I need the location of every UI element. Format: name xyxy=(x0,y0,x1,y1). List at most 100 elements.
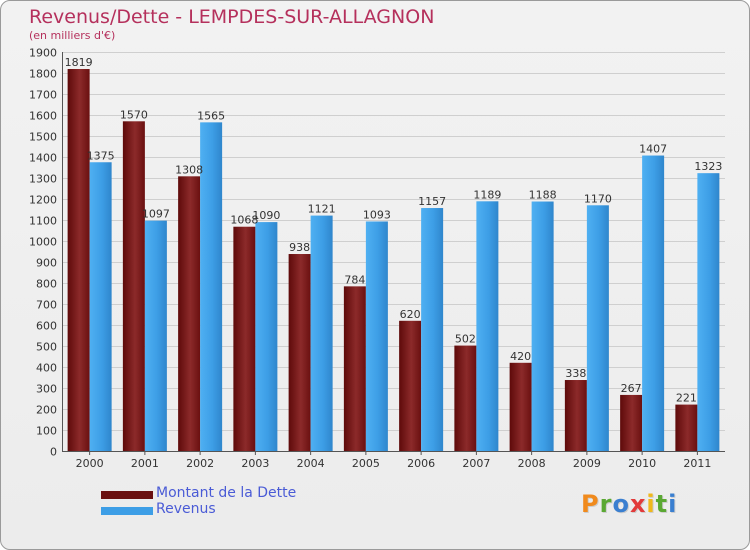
bar-revenue xyxy=(531,201,554,451)
y-tick-label: 1600 xyxy=(29,110,57,123)
data-label-revenue: 1323 xyxy=(694,160,722,173)
legend-label-revenue: Revenus xyxy=(156,501,216,517)
y-tick-label: 400 xyxy=(36,362,57,375)
bar-revenue xyxy=(421,208,444,451)
bar-revenue xyxy=(586,205,609,451)
data-label-debt: 1819 xyxy=(65,56,93,69)
bar-revenue xyxy=(89,162,112,451)
x-tick-label: 2005 xyxy=(352,457,380,470)
data-label-debt: 267 xyxy=(621,382,642,395)
data-label-revenue: 1157 xyxy=(418,195,446,208)
bar-debt xyxy=(67,69,90,451)
y-tick-label: 1500 xyxy=(29,131,57,144)
data-label-debt: 1068 xyxy=(230,214,258,227)
y-tick-label: 500 xyxy=(36,341,57,354)
y-tick-label: 1700 xyxy=(29,89,57,102)
data-label-revenue: 1188 xyxy=(529,189,557,202)
bar-revenue xyxy=(642,155,665,451)
bar-debt xyxy=(399,320,422,451)
y-tick-label: 1300 xyxy=(29,173,57,186)
x-tick-label: 2010 xyxy=(628,457,656,470)
bar-debt xyxy=(178,176,201,451)
y-tick-label: 600 xyxy=(36,320,57,333)
data-label-revenue: 1090 xyxy=(252,209,280,222)
bar-debt xyxy=(454,345,477,451)
bar-debt xyxy=(509,362,532,451)
data-label-debt: 1308 xyxy=(175,163,203,176)
grid-lines xyxy=(62,52,725,452)
data-label-revenue: 1097 xyxy=(142,208,170,221)
x-tick-label: 2001 xyxy=(131,457,159,470)
y-tick-label: 1100 xyxy=(29,215,57,228)
x-tick-label: 2009 xyxy=(573,457,601,470)
bar-debt xyxy=(343,286,366,451)
data-label-revenue: 1375 xyxy=(87,149,115,162)
x-tick-label: 2007 xyxy=(462,457,490,470)
y-tick-label: 1200 xyxy=(29,194,57,207)
logo-letter: o xyxy=(612,490,630,518)
logo-letter: P xyxy=(581,490,600,518)
y-tick-label: 100 xyxy=(36,425,57,438)
bar-revenue xyxy=(144,220,167,451)
bar-revenue xyxy=(200,122,223,451)
bar-debt xyxy=(675,404,698,451)
logo-letter: t xyxy=(655,490,669,518)
y-tick-label: 1000 xyxy=(29,236,57,249)
y-tick-label: 1900 xyxy=(29,47,57,60)
data-label-revenue: 1121 xyxy=(308,203,336,216)
bar-revenue xyxy=(310,215,333,451)
data-label-debt: 420 xyxy=(510,350,531,363)
x-tick-label: 2011 xyxy=(683,457,711,470)
x-tick-label: 2002 xyxy=(186,457,214,470)
data-label-debt: 784 xyxy=(344,273,365,286)
data-label-debt: 502 xyxy=(455,333,476,346)
logo-letter: i xyxy=(646,490,656,518)
x-tick-label: 2000 xyxy=(76,457,104,470)
logo-letter: r xyxy=(599,490,613,518)
proxiti-logo: Proxiti xyxy=(581,490,677,518)
data-label-debt: 620 xyxy=(400,308,421,321)
chart-title: Revenus/Dette - LEMPDES-SUR-ALLAGNON xyxy=(29,6,435,28)
x-tick-label: 2003 xyxy=(241,457,269,470)
legend-swatch-revenue xyxy=(101,507,153,515)
bar-debt xyxy=(233,226,256,451)
y-tick-label: 200 xyxy=(36,404,57,417)
bar-revenue xyxy=(365,221,388,451)
chart-subtitle: (en milliers d'€) xyxy=(29,29,116,42)
data-label-revenue: 1565 xyxy=(197,109,225,122)
x-axis-ticks: 2000 2001 2002 2003 2004 2005 2006 2007 2008 2009… xyxy=(76,451,711,470)
y-tick-label: 800 xyxy=(36,278,57,291)
bar-revenue xyxy=(476,201,499,451)
data-label-revenue: 1189 xyxy=(473,188,501,201)
y-tick-label: 1800 xyxy=(29,68,57,81)
bar-debt xyxy=(288,254,311,451)
logo-letter: x xyxy=(629,490,647,518)
bar-debt xyxy=(620,394,643,451)
y-tick-label: 900 xyxy=(36,257,57,270)
x-tick-label: 2006 xyxy=(407,457,435,470)
legend-label-debt: Montant de la Dette xyxy=(156,485,297,501)
bars xyxy=(67,69,720,452)
bar-debt xyxy=(564,380,587,451)
data-label-debt: 221 xyxy=(676,392,697,405)
data-label-debt: 338 xyxy=(565,367,586,380)
x-tick-label: 2008 xyxy=(518,457,546,470)
y-axis-ticks: 0 100 200 300 400 500 600 700 800 900 1000 1100 1200… xyxy=(29,47,57,459)
legend-swatch-debt xyxy=(101,491,153,499)
logo-letter: i xyxy=(668,490,678,518)
bar-debt xyxy=(122,121,145,452)
bar-revenue xyxy=(255,222,278,451)
data-label-revenue: 1170 xyxy=(584,192,612,205)
data-label-revenue: 1093 xyxy=(363,208,391,221)
data-label-debt: 1570 xyxy=(120,108,148,121)
data-label-revenue: 1407 xyxy=(639,143,667,156)
y-tick-label: 0 xyxy=(50,446,57,459)
y-tick-label: 1400 xyxy=(29,152,57,165)
bar-revenue xyxy=(697,173,720,452)
data-label-debt: 938 xyxy=(289,241,310,254)
x-tick-label: 2004 xyxy=(297,457,325,470)
y-tick-label: 300 xyxy=(36,383,57,396)
